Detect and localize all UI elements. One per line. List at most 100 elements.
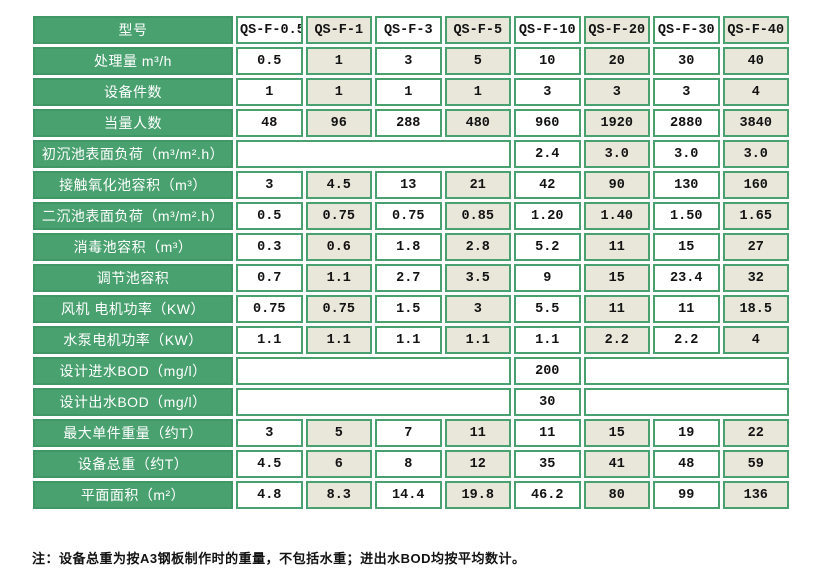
- data-cell: 130: [653, 171, 720, 199]
- data-cell: 1.8: [375, 233, 442, 261]
- table-row: 当量人数 48 96 288 480 960 1920 2880 3840: [33, 109, 789, 137]
- data-cell: 1.1: [514, 326, 581, 354]
- row-label-cell: 平面面积（m²）: [33, 481, 233, 509]
- model-header-cell: QS-F-5: [444, 16, 511, 44]
- data-cell: 41: [583, 450, 650, 478]
- table-row: 水泵电机功率（KW） 1.1 1.1 1.1 1.1 1.1 2.2 2.2 4: [33, 326, 789, 354]
- data-cell: 0.5: [236, 47, 303, 75]
- data-cell: 35: [514, 450, 581, 478]
- header-row: 型号 QS-F-0.5 QS-F-1 QS-F-3 QS-F-5 QS-F-10 QS-F-…: [33, 16, 789, 44]
- data-cell: 1.1: [305, 326, 372, 354]
- model-header-cell: QS-F-30: [653, 16, 720, 44]
- data-cell: 1: [305, 47, 372, 75]
- footnote: 注：设备总重为按A3钢板制作时的重量，不包括水重；进出水BOD均按平均数计。: [32, 551, 526, 566]
- data-cell: 6: [305, 450, 372, 478]
- data-cell: 3.0: [583, 140, 650, 168]
- data-cell: 2.7: [375, 264, 442, 292]
- data-cell: 96: [305, 109, 372, 137]
- data-cell: 160: [722, 171, 789, 199]
- data-cell: 12: [444, 450, 511, 478]
- data-cell: 15: [653, 233, 720, 261]
- data-cell: 2.2: [583, 326, 650, 354]
- data-cell: 11: [444, 419, 511, 447]
- data-cell: 1: [375, 78, 442, 106]
- model-header-cell: QS-F-40: [722, 16, 789, 44]
- data-cell: 46.2: [514, 481, 581, 509]
- data-cell: 30: [514, 388, 581, 416]
- data-cell: 0.75: [305, 295, 372, 323]
- data-cell: 3: [653, 78, 720, 106]
- data-cell: 2.4: [514, 140, 581, 168]
- data-cell: 1920: [583, 109, 650, 137]
- table-row: 处理量 m³/h 0.5 1 3 5 10 20 30 40: [33, 47, 789, 75]
- table-row: 调节池容积 0.7 1.1 2.7 3.5 9 15 23.4 32: [33, 264, 789, 292]
- data-cell: 0.3: [236, 233, 303, 261]
- row-label-cell: 初沉池表面负荷（m³/m².h）: [33, 140, 233, 168]
- data-cell: 5.2: [514, 233, 581, 261]
- data-cell: 2.8: [444, 233, 511, 261]
- table-row: 二沉池表面负荷（m³/m².h） 0.5 0.75 0.75 0.85 1.20 1.40 1…: [33, 202, 789, 230]
- data-cell: 1.1: [375, 326, 442, 354]
- data-cell: 3: [375, 47, 442, 75]
- table-row: 设计出水BOD（mg/l） 30: [33, 388, 789, 416]
- data-cell: 3.5: [444, 264, 511, 292]
- data-cell: 3.0: [722, 140, 789, 168]
- row-label-cell: 调节池容积: [33, 264, 233, 292]
- data-cell: 7: [375, 419, 442, 447]
- row-label-cell: 处理量 m³/h: [33, 47, 233, 75]
- data-cell: 0.75: [375, 202, 442, 230]
- data-cell: 90: [583, 171, 650, 199]
- data-cell: 480: [444, 109, 511, 137]
- row-label-cell: 二沉池表面负荷（m³/m².h）: [33, 202, 233, 230]
- data-cell: 1.5: [375, 295, 442, 323]
- data-cell: 27: [722, 233, 789, 261]
- spec-table: 型号 QS-F-0.5 QS-F-1 QS-F-3 QS-F-5 QS-F-10 QS-F-…: [30, 13, 792, 512]
- data-cell: 11: [583, 233, 650, 261]
- data-cell: 15: [583, 419, 650, 447]
- data-cell: 11: [583, 295, 650, 323]
- model-header-cell: QS-F-20: [583, 16, 650, 44]
- table-row: 接触氧化池容积（m³） 3 4.5 13 21 42 90 130 160: [33, 171, 789, 199]
- data-cell: 42: [514, 171, 581, 199]
- data-cell: 4.5: [236, 450, 303, 478]
- data-cell: 11: [514, 419, 581, 447]
- data-cell: 13: [375, 171, 442, 199]
- data-cell: 19: [653, 419, 720, 447]
- data-cell: 15: [583, 264, 650, 292]
- data-cell: 48: [653, 450, 720, 478]
- data-cell: 0.75: [305, 202, 372, 230]
- data-cell: 19.8: [444, 481, 511, 509]
- data-cell: 1.65: [722, 202, 789, 230]
- data-cell: 40: [722, 47, 789, 75]
- data-cell: [236, 140, 511, 168]
- table-row: 设备件数 1 1 1 1 3 3 3 4: [33, 78, 789, 106]
- data-cell: 4: [722, 326, 789, 354]
- data-cell: 30: [653, 47, 720, 75]
- data-cell: 0.6: [305, 233, 372, 261]
- row-label-cell: 最大单件重量（约T）: [33, 419, 233, 447]
- data-cell: 3.0: [653, 140, 720, 168]
- data-cell: 1: [444, 78, 511, 106]
- data-cell: 20: [583, 47, 650, 75]
- model-header-cell: QS-F-1: [305, 16, 372, 44]
- model-header-cell: QS-F-0.5: [236, 16, 303, 44]
- data-cell: 8.3: [305, 481, 372, 509]
- data-cell: 2.2: [653, 326, 720, 354]
- data-cell: 4: [722, 78, 789, 106]
- data-cell: 1.40: [583, 202, 650, 230]
- header-model-label: 型号: [33, 16, 233, 44]
- row-label-cell: 设备总重（约T）: [33, 450, 233, 478]
- data-cell: 0.75: [236, 295, 303, 323]
- row-label-cell: 设计进水BOD（mg/l）: [33, 357, 233, 385]
- data-cell: 0.7: [236, 264, 303, 292]
- data-cell: 5: [305, 419, 372, 447]
- model-header-cell: QS-F-10: [514, 16, 581, 44]
- model-header-cell: QS-F-3: [375, 16, 442, 44]
- row-label-cell: 设计出水BOD（mg/l）: [33, 388, 233, 416]
- data-cell: [583, 388, 789, 416]
- data-cell: [583, 357, 789, 385]
- data-cell: 8: [375, 450, 442, 478]
- table-row: 最大单件重量（约T） 3 5 7 11 11 15 19 22: [33, 419, 789, 447]
- data-cell: 2880: [653, 109, 720, 137]
